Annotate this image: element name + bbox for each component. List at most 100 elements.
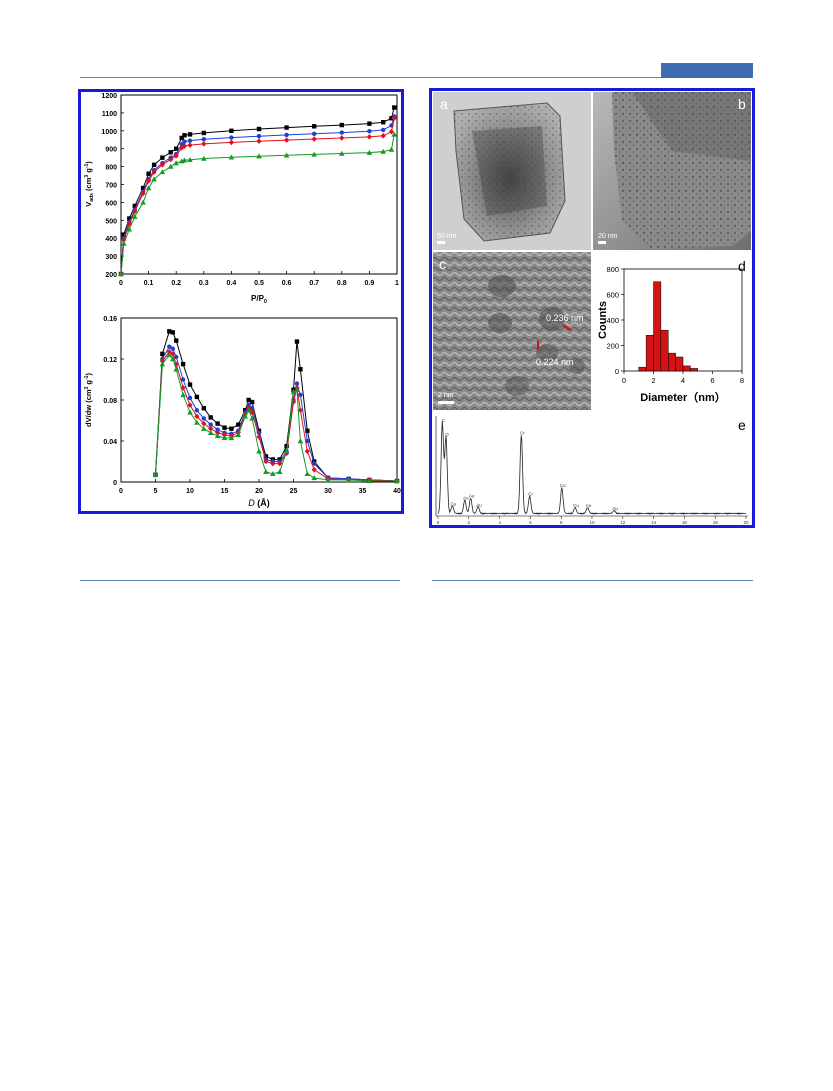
- psd-data-point: [207, 430, 214, 435]
- psd-data-point: [215, 427, 220, 432]
- histogram-y-tick-label: 600: [606, 291, 619, 300]
- psd-data-point: [325, 477, 331, 483]
- isotherm-data-point: [256, 126, 262, 132]
- isotherm-data-point: [140, 199, 146, 205]
- histogram-panel-d: 0 200 400 600 800 0 2 4 6 8 d Diameter（nm） Count…: [593, 252, 751, 410]
- isotherm-data-point: [391, 115, 397, 122]
- isotherm-data-point: [389, 116, 394, 121]
- psd-x-tick-label: 0: [119, 488, 123, 495]
- psd-data-point: [166, 352, 173, 358]
- psd-data-point: [249, 406, 255, 411]
- isotherm-plot-area: [120, 94, 398, 275]
- isotherm-data-point: [168, 156, 174, 163]
- eds-x-tick-label: 18: [713, 520, 719, 525]
- psd-data-point: [294, 381, 300, 386]
- isotherm-data-point: [187, 132, 193, 137]
- isotherm-data-point: [284, 132, 289, 138]
- psd-data-point: [284, 443, 289, 449]
- psd-data-point: [283, 448, 290, 454]
- isotherm-data-point: [187, 142, 193, 148]
- psd-data-point: [312, 461, 317, 466]
- psd-data-point: [276, 468, 283, 474]
- isotherm-data-point: [118, 271, 124, 277]
- isotherm-data-point: [311, 151, 317, 157]
- psd-data-point: [249, 399, 255, 405]
- histogram-bar: [690, 368, 698, 372]
- psd-data-point: [208, 415, 213, 420]
- isotherm-x-tick-label: 0.5: [254, 280, 264, 287]
- psd-data-point: [311, 466, 317, 473]
- isotherm-data-point: [201, 141, 207, 147]
- isotherm-data-point: [132, 208, 138, 215]
- eds-peak-label: Au: [612, 506, 618, 511]
- psd-data-point: [394, 478, 400, 484]
- header-tab: [661, 63, 753, 78]
- isotherm-data-point: [229, 128, 234, 133]
- psd-data-point: [214, 433, 221, 439]
- isotherm-data-point: [140, 185, 146, 191]
- histogram-bar: [653, 281, 662, 372]
- isotherm-data-point: [201, 137, 206, 142]
- isotherm-series-4: [118, 131, 398, 277]
- psd-y-tick-label: 0.04: [103, 439, 117, 446]
- psd-data-point: [170, 351, 176, 357]
- psd-data-point: [366, 478, 373, 484]
- psd-data-point: [221, 435, 228, 441]
- psd-data-point: [246, 397, 251, 403]
- psd-data-point: [263, 454, 269, 459]
- isotherm-y-tick-label: 200: [105, 272, 117, 279]
- isotherm-data-point: [339, 122, 344, 128]
- panel-c-scale: 2 nm: [438, 392, 454, 399]
- psd-data-point: [194, 394, 200, 400]
- eds-peak-label: Au: [469, 494, 475, 499]
- isotherm-y-tick-label: 700: [105, 183, 117, 190]
- psd-data-point: [194, 408, 200, 413]
- isotherm-data-point: [151, 169, 157, 175]
- isotherm-data-point: [381, 120, 386, 125]
- psd-data-point: [242, 413, 248, 419]
- right-figure: a 50 nm b 20 nm c 0.236 nm: [433, 92, 751, 525]
- histogram-x-tick-label: 2: [651, 376, 655, 385]
- histogram-bar: [675, 356, 684, 372]
- isotherm-data-point: [127, 216, 132, 221]
- psd-data-point: [194, 413, 200, 420]
- isotherm-x-tick-label: 0.7: [309, 280, 319, 287]
- psd-data-point: [263, 468, 269, 474]
- eds-peak-label: Cr: [528, 492, 533, 497]
- isotherm-data-point: [367, 121, 372, 126]
- panel-c-scalebar: [438, 401, 454, 404]
- histogram-bar: [660, 329, 669, 372]
- isotherm-data-point: [145, 185, 152, 191]
- isotherm-data-point: [201, 130, 206, 136]
- eds-peak-label: Au: [586, 503, 592, 508]
- header-rule: [80, 77, 753, 78]
- isotherm-data-point: [391, 131, 398, 137]
- psd-data-point: [167, 329, 172, 334]
- isotherm-x-tick-label: 1: [395, 280, 399, 287]
- psd-data-point: [160, 351, 165, 357]
- isotherm-y-tick-label: 1100: [102, 111, 117, 118]
- psd-data-point: [277, 460, 283, 467]
- psd-data-point: [152, 472, 159, 478]
- histogram-x-label: Diameter（nm）: [640, 391, 726, 404]
- isotherm-series-1: [118, 105, 397, 277]
- tem-panel-a: a 50 nm: [433, 92, 591, 250]
- psd-data-point: [256, 434, 262, 440]
- left-figure-frame: 200 300 400 500 600 700 800 900 1000 1100 1200 0 0.…: [78, 89, 404, 514]
- isotherm-data-point: [201, 155, 207, 161]
- eds-x-tick-label: 2: [468, 520, 471, 525]
- psd-y-tick-label: 0.12: [103, 357, 117, 364]
- histogram-bar: [668, 352, 676, 372]
- psd-data-point: [201, 425, 207, 431]
- eds-x-tick-label: 14: [651, 520, 657, 525]
- isotherm-series-3: [118, 115, 397, 277]
- psd-data-point: [187, 382, 193, 387]
- isotherm-data-point: [256, 133, 262, 139]
- histogram-y-tick-label: 400: [606, 316, 619, 325]
- isotherm-data-point: [132, 213, 138, 219]
- isotherm-x-tick-label: 0.2: [171, 280, 181, 287]
- isotherm-data-point: [151, 176, 157, 182]
- hrtem-panel-c: c 0.236 nm 0.224 nm 2 nm: [433, 252, 591, 410]
- isotherm-data-point: [392, 105, 397, 110]
- isotherm-data-point: [159, 162, 165, 168]
